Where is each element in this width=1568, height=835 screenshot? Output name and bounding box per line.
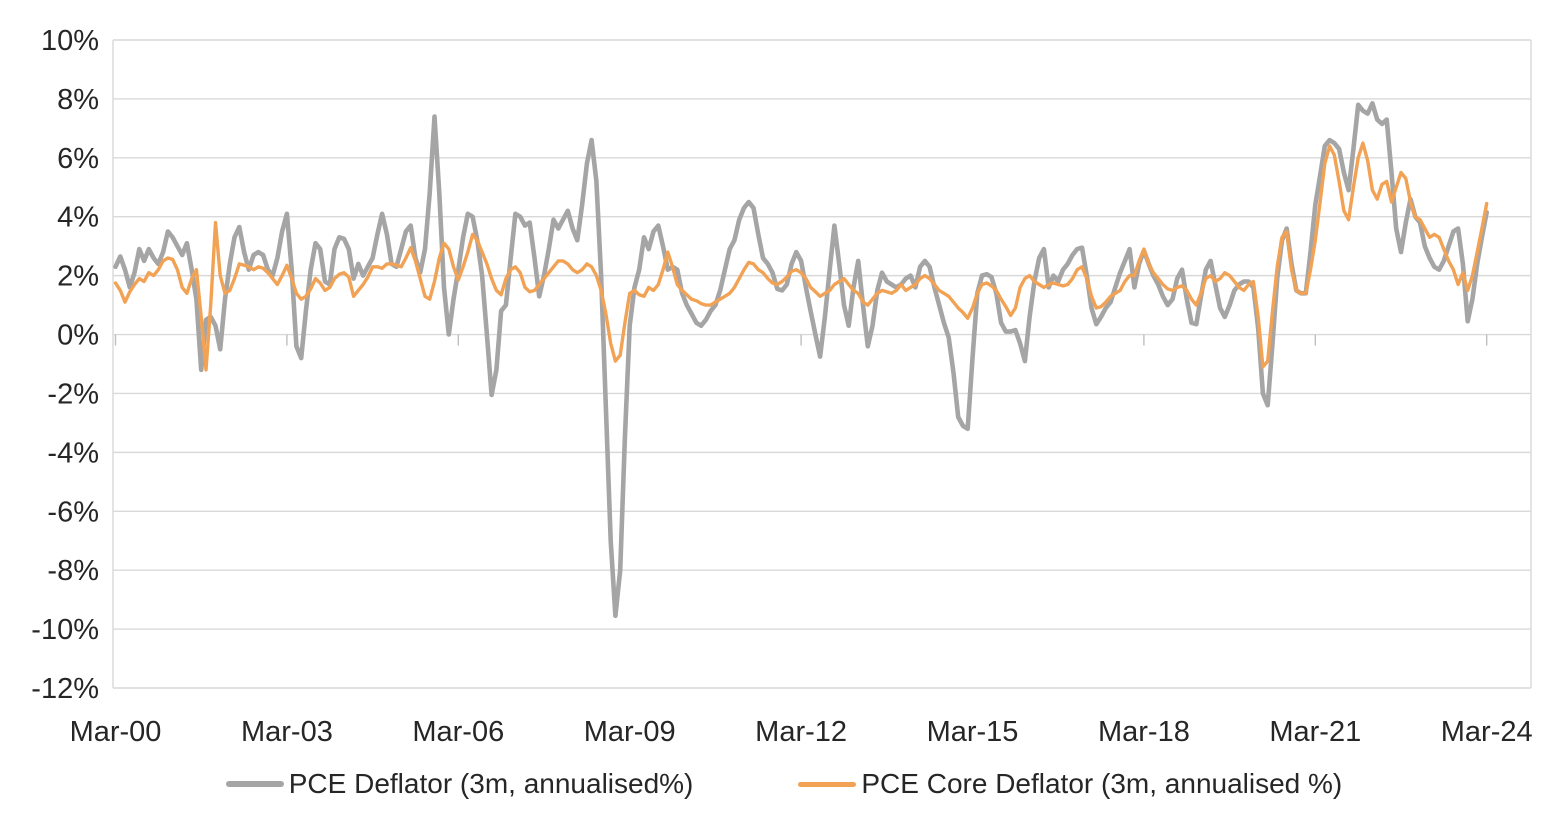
orange-line-swatch-icon (798, 781, 857, 787)
y-axis-label: -6% (47, 496, 99, 528)
y-axis-label: -4% (47, 437, 99, 469)
legend-item-pce-core-deflator: PCE Core Deflator (3m, annualised %) (798, 768, 1342, 800)
gray-line-swatch-icon (225, 781, 284, 787)
x-axis-label: Mar-24 (1441, 716, 1533, 748)
y-axis-label: 2% (57, 261, 99, 293)
x-axis-label: Mar-00 (70, 716, 162, 748)
legend-label-pce-deflator: PCE Deflator (3m, annualised%) (288, 768, 694, 799)
legend-label-pce-core-deflator: PCE Core Deflator (3m, annualised %) (861, 768, 1343, 799)
x-axis-label: Mar-09 (584, 716, 676, 748)
y-axis-label: 0% (57, 320, 99, 352)
chart-legend: PCE Deflator (3m, annualised%) PCE Core … (0, 768, 1568, 800)
y-axis-label: 10% (41, 25, 99, 57)
x-axis-label: Mar-15 (927, 716, 1019, 748)
x-axis-label: Mar-06 (412, 716, 504, 748)
y-axis-label: 4% (57, 202, 99, 234)
y-axis-label: -10% (31, 614, 99, 646)
x-axis-label: Mar-12 (755, 716, 847, 748)
pce-deflator-line (113, 101, 1489, 619)
y-axis-label: -2% (47, 378, 99, 410)
y-axis-label: 8% (57, 84, 99, 116)
y-axis-label: -8% (47, 555, 99, 587)
x-axis-label: Mar-21 (1269, 716, 1361, 748)
y-axis-label: 6% (57, 143, 99, 175)
legend-item-pce-deflator: PCE Deflator (3m, annualised%) (225, 768, 694, 800)
x-axis-label: Mar-18 (1098, 716, 1190, 748)
x-axis-label: Mar-03 (241, 716, 333, 748)
pce-core-deflator-line (113, 141, 1489, 372)
y-axis-label: -12% (31, 673, 99, 705)
